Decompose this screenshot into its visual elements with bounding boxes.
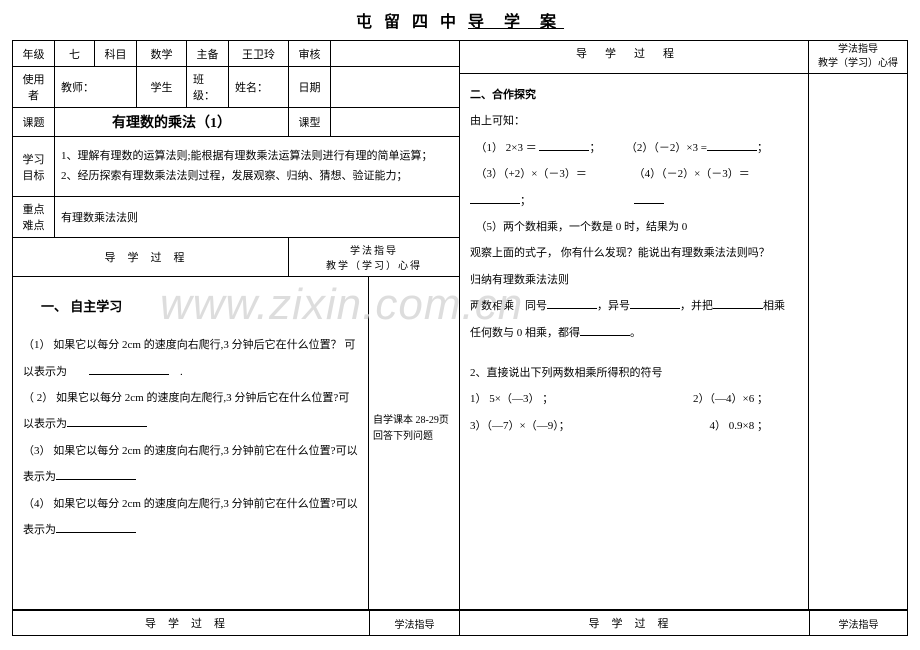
expr-5: （5）两个数相乘，一个数是 0 时，结果为 0 bbox=[470, 214, 798, 240]
grade-label: 年级 bbox=[13, 41, 55, 67]
rule-2: 任何数与 0 相乘，都得。 bbox=[470, 320, 798, 346]
observe-text: 观察上面的式子， 你有什么发现？能说出有理数乘法法则吗？ bbox=[470, 240, 798, 266]
bottom-right-table: 导学过程 学法指导 bbox=[460, 610, 908, 636]
practice-1: 1） 5×（—3） ； bbox=[470, 386, 553, 412]
right-body: 二、合作探究 由上可知： （1） 2×3 ＝ ； （2）（－2）×3 =； （3… bbox=[460, 74, 907, 609]
class-label: 班级： bbox=[187, 67, 229, 108]
right-inner: 导学过程 学法指导教学（学习）心得 二、合作探究 由上可知： （1） 2×3 ＝… bbox=[460, 40, 908, 610]
type-value bbox=[331, 108, 460, 137]
bottom-left-proc: 导学过程 bbox=[13, 611, 370, 636]
date-label: 日期 bbox=[289, 67, 331, 108]
right-column: 导学过程 学法指导教学（学习）心得 二、合作探究 由上可知： （1） 2×3 ＝… bbox=[460, 40, 908, 610]
bottom-right-method: 学法指导 bbox=[810, 611, 908, 636]
practice-row-2: 3）（—7）×（—9）； 4） 0.9×8 ； bbox=[470, 413, 798, 439]
practice-text: 2、直接说出下列两数相乘所得积的符号 bbox=[470, 360, 798, 386]
page-grid: 年级 七 科目 数学 主备 王卫玲 审核 使用者 教师： 学生 班级： 姓名： … bbox=[12, 40, 908, 610]
grade-value: 七 bbox=[55, 41, 95, 67]
bottom-left-table: 导学过程 学法指导 bbox=[12, 610, 460, 636]
name-label: 姓名： bbox=[229, 67, 289, 108]
expr-4: （4）（－2）×（－3）＝ bbox=[634, 161, 768, 214]
proc-label: 导学过程 bbox=[13, 238, 289, 277]
question-1: （1） 如果它以每分 2cm 的速度向右爬行,3 分钟后它在什么位置？ 可以表示… bbox=[23, 332, 358, 385]
subject-value: 数学 bbox=[137, 41, 187, 67]
left-column: 年级 七 科目 数学 主备 王卫玲 审核 使用者 教师： 学生 班级： 姓名： … bbox=[12, 40, 460, 610]
goal-text: 1、理解有理数的运算法则;能根据有理数乘法运算法则进行有理的简单运算； 2、经历… bbox=[55, 137, 460, 197]
right-header: 导学过程 学法指导教学（学习）心得 bbox=[460, 41, 907, 74]
type-label: 课型 bbox=[289, 108, 331, 137]
right-method-label: 学法指导教学（学习）心得 bbox=[809, 41, 907, 73]
expr-1: （1） 2×3 ＝ ； bbox=[470, 135, 600, 161]
side-note-text: 自学课本 28-29页回答下列问题 bbox=[373, 413, 455, 445]
practice-3: 3）（—7）×（—9）； bbox=[470, 413, 570, 439]
question-2: （ 2） 如果它以每分 2cm 的速度向左爬行,3 分钟后它在什么位置?可以表示… bbox=[23, 385, 358, 438]
topic-value: 有理数的乘法（1） bbox=[55, 108, 289, 137]
expr-3: （3）（+2）×（－3）＝； bbox=[470, 161, 634, 214]
summary-text: 归纳有理数乘法法则 bbox=[470, 267, 798, 293]
left-content-area: 一、 自主学习 （1） 如果它以每分 2cm 的速度向右爬行,3 分钟后它在什么… bbox=[12, 277, 460, 610]
topic-label: 课题 bbox=[13, 108, 55, 137]
practice-2: 2）（—4）×6 ； bbox=[693, 386, 768, 412]
method-label: 学法指导教学（学习）心得 bbox=[289, 238, 460, 277]
right-main: 二、合作探究 由上可知： （1） 2×3 ＝ ； （2）（－2）×3 =； （3… bbox=[460, 74, 809, 609]
user-label: 使用者 bbox=[13, 67, 55, 108]
bottom-left-method: 学法指导 bbox=[370, 611, 460, 636]
teacher-label: 教师： bbox=[55, 67, 137, 108]
author-label: 主备 bbox=[187, 41, 229, 67]
goal-label: 学习目标 bbox=[13, 137, 55, 197]
left-side-note: 自学课本 28-29页回答下列问题 bbox=[369, 277, 459, 609]
question-3: （3） 如果它以每分 2cm 的速度向右爬行,3 分钟前它在什么位置?可以表示为 bbox=[23, 438, 358, 491]
bottom-bar: 导学过程 学法指导 导学过程 学法指导 bbox=[12, 610, 908, 636]
title-underlined: 导 学 案 bbox=[468, 14, 564, 31]
subject-label: 科目 bbox=[95, 41, 137, 67]
keypoint-label: 重点难点 bbox=[13, 197, 55, 238]
expr-2: （2）（－2）×3 =； bbox=[626, 135, 768, 161]
page-title: 屯 留 四 中 导 学 案 bbox=[12, 8, 908, 32]
left-content-main: 一、 自主学习 （1） 如果它以每分 2cm 的速度向右爬行,3 分钟后它在什么… bbox=[13, 277, 369, 609]
right-side-blank bbox=[809, 74, 907, 609]
review-label: 审核 bbox=[289, 41, 331, 67]
student-label: 学生 bbox=[137, 67, 187, 108]
date-value bbox=[331, 67, 460, 108]
header-table: 年级 七 科目 数学 主备 王卫玲 审核 使用者 教师： 学生 班级： 姓名： … bbox=[12, 40, 460, 277]
bottom-right-proc: 导学过程 bbox=[460, 611, 810, 636]
practice-row-1: 1） 5×（—3） ； 2）（—4）×6 ； bbox=[470, 386, 798, 412]
question-4: （4） 如果它以每分 2cm 的速度向左爬行,3 分钟前它在什么位置?可以表示为 bbox=[23, 491, 358, 544]
row-2: （3）（+2）×（－3）＝； （4）（－2）×（－3）＝ bbox=[470, 161, 798, 214]
right-proc-label: 导学过程 bbox=[460, 41, 809, 73]
section-explore: 二、合作探究 bbox=[470, 82, 798, 108]
row-1: （1） 2×3 ＝ ； （2）（－2）×3 =； bbox=[470, 135, 798, 161]
intro-text: 由上可知： bbox=[470, 108, 798, 134]
author-value: 王卫玲 bbox=[229, 41, 289, 67]
section-autonomous: 一、 自主学习 bbox=[41, 291, 358, 322]
keypoint-value: 有理数乘法法则 bbox=[55, 197, 460, 238]
practice-4: 4） 0.9×8 ； bbox=[710, 413, 768, 439]
rule-1: 两数相乘，同号，异号，并把相乘 bbox=[470, 293, 798, 319]
review-value bbox=[331, 41, 460, 67]
title-prefix: 屯 留 四 中 bbox=[356, 14, 460, 31]
